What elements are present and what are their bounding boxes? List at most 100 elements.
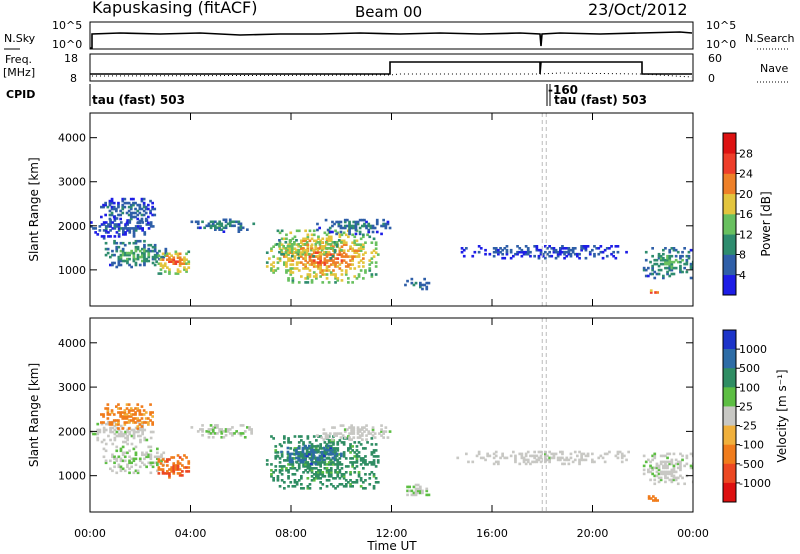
echo-cell <box>567 247 571 250</box>
echo-cell <box>666 254 669 258</box>
echo-cell <box>514 456 517 460</box>
echo-cell <box>132 471 136 475</box>
power-colorbar-title: Power [dB] <box>759 191 773 256</box>
echo-cell <box>554 256 558 260</box>
echo-cell <box>327 439 331 442</box>
echo-cell <box>340 239 344 243</box>
echo-cell <box>425 287 429 291</box>
echo-cell <box>647 497 651 500</box>
echo-cell <box>288 245 292 248</box>
echo-cell <box>655 466 659 470</box>
echo-cell <box>127 427 131 430</box>
echo-cell <box>166 266 169 269</box>
echo-cell <box>147 255 151 259</box>
echo-cell <box>329 446 332 450</box>
echo-cell <box>350 426 353 429</box>
echo-cell <box>334 263 337 266</box>
echo-cell <box>336 277 340 280</box>
echo-cell <box>662 276 665 280</box>
echo-cell <box>336 475 340 478</box>
echo-cell <box>563 247 566 250</box>
echo-cell <box>342 255 346 258</box>
echo-cell <box>113 465 116 469</box>
echo-cell <box>310 467 314 470</box>
y-axis-label: Slant Range [km] <box>27 363 41 467</box>
echo-cell <box>295 448 298 452</box>
echo-cell <box>220 432 224 435</box>
echo-cell <box>134 407 137 410</box>
echo-cell <box>351 445 354 448</box>
echo-cell <box>280 453 284 456</box>
echo-cell <box>668 258 672 262</box>
echo-cell <box>136 253 140 257</box>
echo-cell <box>356 436 360 439</box>
echo-cell <box>410 277 414 281</box>
echo-cell <box>168 472 171 475</box>
echo-cell <box>359 269 363 272</box>
echo-cell <box>657 476 661 480</box>
echo-cell <box>134 241 138 245</box>
echo-cell <box>278 247 282 250</box>
echo-cell <box>318 226 321 230</box>
echo-cell <box>153 263 157 267</box>
echo-cell <box>334 257 337 260</box>
echo-cell <box>96 432 100 436</box>
echo-cell <box>228 222 232 226</box>
echo-cell <box>139 225 142 228</box>
echo-cell <box>410 281 414 285</box>
echo-cell <box>329 237 333 241</box>
echo-cell <box>102 235 106 238</box>
echo-cell <box>336 447 340 450</box>
echo-cell <box>278 469 282 472</box>
echo-cell <box>649 466 652 470</box>
echo-cell <box>196 222 200 226</box>
echo-cell <box>668 478 672 482</box>
echo-cell <box>331 448 335 452</box>
echo-cell <box>119 241 123 245</box>
echo-cell <box>359 247 363 250</box>
echo-cell <box>132 432 136 436</box>
echo-cell <box>274 455 278 458</box>
echo-cell <box>102 203 105 207</box>
echo-cell <box>644 460 648 464</box>
echo-cell <box>573 450 577 454</box>
echo-cell <box>304 257 307 260</box>
echo-cell <box>509 256 513 260</box>
y-tick-label: 1000 <box>58 264 86 277</box>
echo-cell <box>524 458 528 462</box>
echo-cell <box>104 407 107 410</box>
y-tick-label: 3000 <box>58 176 86 189</box>
echo-cell <box>529 250 532 254</box>
echo-cell <box>351 463 354 466</box>
echo-cell <box>319 465 322 468</box>
echo-cell <box>376 455 380 458</box>
echo-cell <box>488 454 492 458</box>
echo-cell <box>278 465 282 468</box>
echo-cell <box>593 252 596 256</box>
echo-cell <box>625 458 628 462</box>
echo-cell <box>144 205 148 209</box>
echo-cell <box>96 422 100 426</box>
echo-cell <box>282 245 285 248</box>
echo-cell <box>297 229 301 233</box>
echo-cell <box>526 450 530 454</box>
echo-cell <box>522 252 526 256</box>
echo-cell <box>128 257 131 261</box>
echo-cell <box>125 201 129 205</box>
echo-cell <box>289 251 293 254</box>
echo-cell <box>211 436 215 439</box>
echo-cell <box>338 469 342 472</box>
echo-cell <box>126 451 129 455</box>
echo-cell <box>108 423 112 426</box>
echo-cell <box>126 223 129 226</box>
echo-cell <box>537 456 541 460</box>
echo-cell <box>278 243 281 246</box>
echo-cell <box>140 219 144 223</box>
echo-cell <box>289 441 293 444</box>
echo-cell <box>668 260 672 264</box>
echo-cell <box>295 250 298 254</box>
echo-cell <box>332 253 335 256</box>
echo-cell <box>278 231 282 235</box>
y-axis-label: Slant Range [km] <box>27 157 41 261</box>
echo-cell <box>666 262 669 266</box>
